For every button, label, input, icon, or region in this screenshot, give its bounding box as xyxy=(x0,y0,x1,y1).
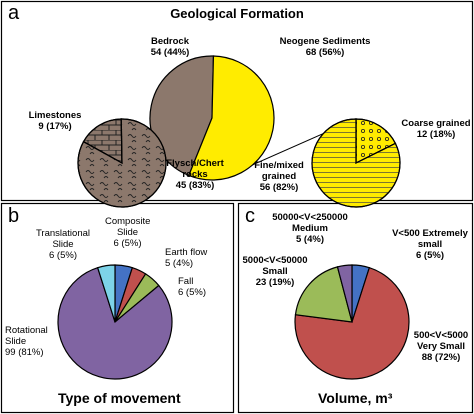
value-label: 99 (81%) xyxy=(5,347,44,358)
value-label: 45 (83%) xyxy=(175,180,215,191)
category-label: 50000<V<250000 Medium xyxy=(272,212,348,234)
slice-label: Fall 6 (5%) xyxy=(178,276,223,298)
category-label: Translational Slide xyxy=(35,228,91,250)
slice-label: Coarse grained 12 (18%) xyxy=(400,118,472,140)
category-label: Rotational Slide xyxy=(5,325,48,347)
value-label: 5 (4%) xyxy=(296,234,324,245)
chart-title: Geological Formation xyxy=(170,6,304,21)
category-label: Bedrock xyxy=(150,36,189,47)
chart-title: Type of movement xyxy=(58,390,181,406)
panel-letter: a xyxy=(8,2,20,24)
value-label: 6 (5%) xyxy=(49,250,77,261)
value-label: 23 (19%) xyxy=(255,277,295,288)
value-label: 12 (18%) xyxy=(416,129,456,140)
category-label: Limestones xyxy=(28,110,82,121)
category-label: Fall xyxy=(178,276,194,287)
category-label: Flysch/Chert rocks xyxy=(166,158,224,180)
value-label: 88 (72%) xyxy=(421,352,461,363)
slice-label: Limestones 9 (17%) xyxy=(20,110,90,132)
category-label: Neogene Sediments xyxy=(279,36,371,47)
value-label: 56 (82%) xyxy=(259,182,299,193)
category-label: Coarse grained xyxy=(401,118,471,129)
slice-hatch xyxy=(311,118,401,208)
category-label: 5000<V<50000 Small xyxy=(242,255,308,277)
slice-label: V<500 Extremely small 6 (5%) xyxy=(390,228,470,261)
panel-frame xyxy=(0,0,474,202)
value-label: 54 (44%) xyxy=(150,47,190,58)
value-label: 9 (17%) xyxy=(38,121,72,132)
slice-label: Fine/mixed grained 56 (82%) xyxy=(244,160,314,193)
slice-hatch xyxy=(82,118,123,165)
pie-slice xyxy=(294,266,353,323)
category-label: Earth flow xyxy=(165,247,208,258)
slice-hatch xyxy=(77,118,167,208)
slice-label: Composite Slide 6 (5%) xyxy=(105,216,150,249)
slice-label: 50000<V<250000 Medium 5 (4%) xyxy=(260,212,360,245)
value-label: 6 (5%) xyxy=(178,287,206,298)
slice-label: Bedrock 54 (44%) xyxy=(130,36,210,58)
pie-slice xyxy=(187,55,275,181)
slice-label: 5000<V<50000 Small 23 (19%) xyxy=(240,255,310,288)
slice-label: Translational Slide 6 (5%) xyxy=(32,228,94,261)
value-label: 5 (4%) xyxy=(165,258,193,269)
panel-letter: b xyxy=(8,205,20,227)
category-label: 500<V<5000 Very Small xyxy=(413,330,469,352)
category-label: Composite Slide xyxy=(105,216,151,238)
category-label: Fine/mixed grained xyxy=(254,160,304,182)
slice-hatch xyxy=(355,118,397,164)
slice-label: Earth flow 5 (4%) xyxy=(165,247,215,269)
slice-label: 500<V<5000 Very Small 88 (72%) xyxy=(410,330,472,363)
category-label: V<500 Extremely small xyxy=(392,228,468,250)
pie-slice xyxy=(96,264,116,323)
pie-slice xyxy=(149,55,215,177)
pie-slice xyxy=(57,266,173,380)
pie-slice xyxy=(336,264,353,323)
value-label: 68 (56%) xyxy=(305,47,345,58)
chart-title: Volume, m³ xyxy=(318,390,393,406)
slice-label: Rotational Slide 99 (81%) xyxy=(5,325,65,358)
pie-slice xyxy=(294,266,410,380)
panel-letter: c xyxy=(245,205,255,227)
slice-label: Flysch/Chert rocks 45 (83%) xyxy=(160,158,230,191)
value-label: 6 (5%) xyxy=(113,238,142,249)
value-label: 6 (5%) xyxy=(416,250,444,261)
slice-label: Neogene Sediments 68 (56%) xyxy=(270,36,380,58)
